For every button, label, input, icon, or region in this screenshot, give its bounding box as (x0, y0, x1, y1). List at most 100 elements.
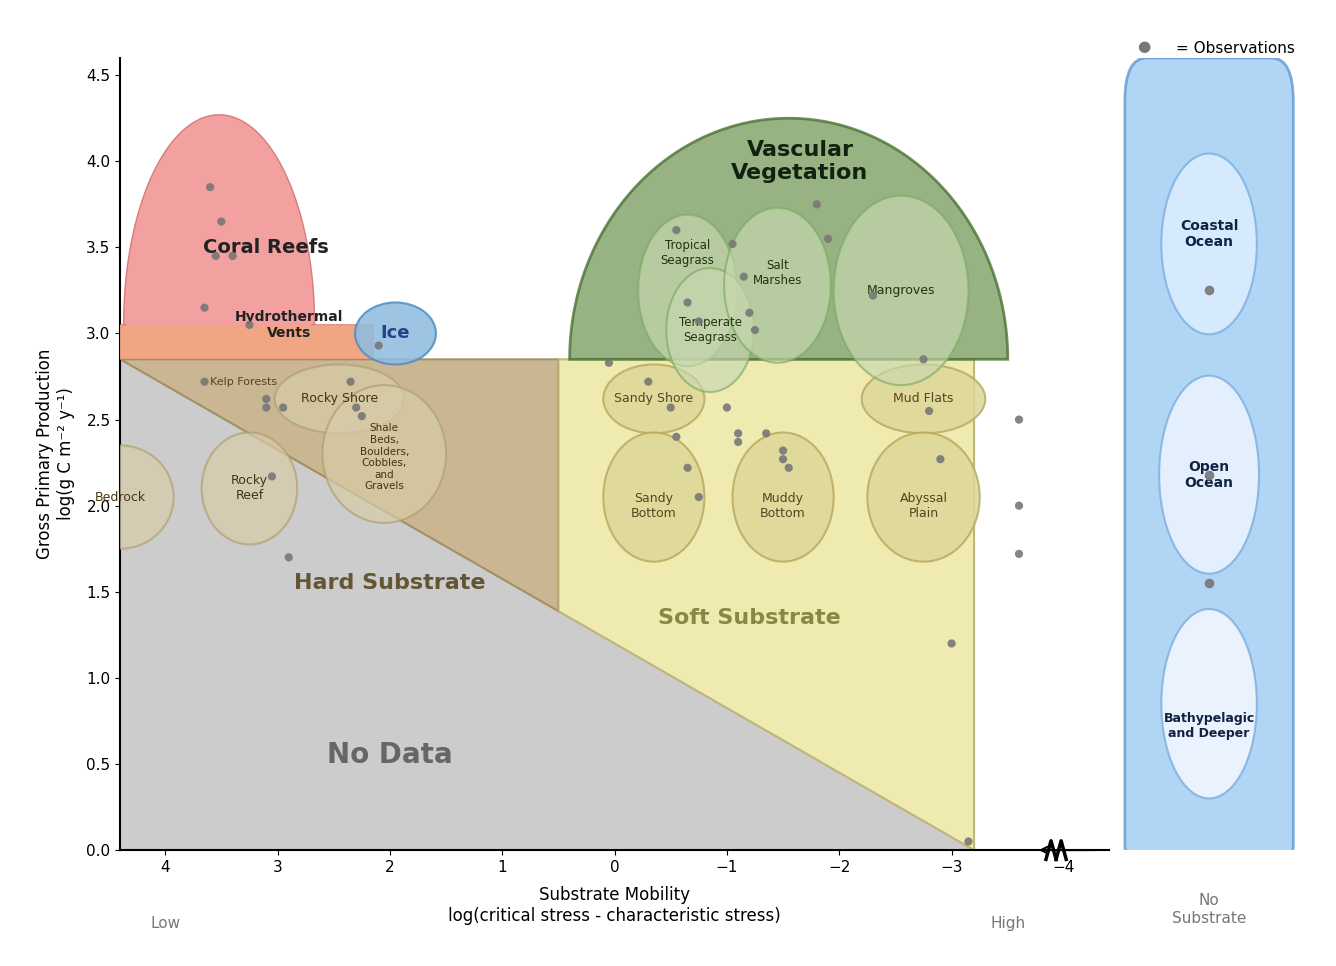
Polygon shape (120, 359, 558, 611)
FancyBboxPatch shape (1125, 58, 1293, 885)
Ellipse shape (834, 196, 969, 385)
Text: Temperate
Seagrass: Temperate Seagrass (679, 316, 741, 344)
Point (637, 374, 659, 389)
Text: Low: Low (150, 916, 180, 930)
Text: ●: ● (1137, 39, 1150, 54)
Text: Rocky Shore: Rocky Shore (301, 392, 378, 406)
Text: Open
Ocean: Open Ocean (1185, 460, 1233, 490)
Point (665, 222, 687, 238)
Text: No Data: No Data (327, 741, 453, 769)
Point (688, 314, 709, 329)
Point (688, 490, 709, 505)
Point (930, 451, 951, 467)
Text: Ice: Ice (381, 325, 410, 343)
Point (1009, 497, 1030, 513)
Ellipse shape (867, 433, 979, 561)
Text: Coral Reefs: Coral Reefs (203, 238, 329, 257)
Point (733, 269, 755, 284)
Point (1009, 412, 1030, 427)
Point (677, 295, 699, 310)
Point (716, 400, 737, 415)
Ellipse shape (202, 433, 297, 545)
Point (772, 442, 794, 458)
Point (351, 409, 373, 424)
Ellipse shape (604, 364, 704, 434)
Text: High: High (990, 916, 1025, 930)
Point (255, 391, 277, 407)
Point (255, 400, 277, 415)
Point (665, 429, 687, 444)
Ellipse shape (1161, 154, 1257, 334)
Point (862, 288, 883, 303)
Ellipse shape (667, 268, 754, 392)
Point (194, 374, 215, 389)
Point (1198, 576, 1220, 591)
Point (727, 435, 748, 450)
Point (721, 237, 743, 252)
Point (239, 317, 261, 332)
Text: No
Substrate: No Substrate (1172, 894, 1246, 925)
Ellipse shape (732, 433, 834, 561)
Text: Mud Flats: Mud Flats (894, 392, 954, 406)
Polygon shape (120, 115, 373, 359)
Text: Hydrothermal
Vents: Hydrothermal Vents (235, 310, 343, 340)
Text: Coastal
Ocean: Coastal Ocean (1180, 218, 1238, 248)
Ellipse shape (67, 445, 174, 549)
Point (1009, 546, 1030, 561)
Point (958, 834, 979, 849)
Point (1198, 467, 1220, 482)
Point (677, 460, 699, 475)
Point (744, 323, 766, 338)
Ellipse shape (1161, 609, 1257, 799)
Text: Muddy
Bottom: Muddy Bottom (760, 492, 806, 520)
Point (941, 636, 962, 651)
Point (367, 338, 389, 354)
Text: Vascular
Vegetation: Vascular Vegetation (731, 140, 868, 183)
Point (918, 403, 939, 418)
Point (806, 197, 827, 213)
Point (273, 400, 294, 415)
Text: Kelp Forests: Kelp Forests (210, 377, 278, 386)
Y-axis label: Gross Primary Production
log(g C m⁻² y⁻¹): Gross Primary Production log(g C m⁻² y⁻¹… (36, 349, 75, 559)
Point (912, 352, 934, 367)
Ellipse shape (862, 364, 985, 434)
Ellipse shape (275, 364, 403, 434)
Ellipse shape (639, 214, 737, 366)
Point (772, 451, 794, 467)
Polygon shape (120, 325, 373, 359)
Ellipse shape (724, 208, 831, 363)
Point (727, 426, 748, 441)
Text: Tropical
Seagrass: Tropical Seagrass (660, 239, 715, 267)
Polygon shape (120, 359, 974, 850)
Text: Rocky
Reef: Rocky Reef (231, 474, 269, 502)
Point (199, 180, 220, 195)
Point (211, 213, 232, 229)
Point (660, 400, 681, 415)
Text: Abyssal
Plain: Abyssal Plain (899, 492, 947, 520)
Text: = Observations: = Observations (1176, 41, 1295, 56)
Ellipse shape (322, 385, 446, 523)
Point (346, 400, 367, 415)
Polygon shape (569, 118, 1007, 359)
Text: Sandy Shore: Sandy Shore (615, 392, 693, 406)
Text: Sandy
Bottom: Sandy Bottom (631, 492, 677, 520)
Point (278, 550, 299, 565)
Text: Salt
Marshes: Salt Marshes (752, 259, 802, 287)
Point (818, 231, 839, 246)
Text: Shale
Beds,
Boulders,
Cobbles,
and
Gravels: Shale Beds, Boulders, Cobbles, and Grave… (359, 423, 409, 492)
Point (778, 460, 799, 475)
Text: Soft Substrate: Soft Substrate (659, 608, 840, 628)
Text: Bathypelagic
and Deeper: Bathypelagic and Deeper (1164, 712, 1255, 740)
Ellipse shape (355, 302, 436, 364)
Ellipse shape (604, 433, 704, 561)
X-axis label: Substrate Mobility
log(critical stress - characteristic stress): Substrate Mobility log(critical stress -… (448, 886, 782, 924)
Point (756, 426, 778, 441)
Point (262, 469, 283, 484)
Point (194, 299, 215, 315)
Text: Hard Substrate: Hard Substrate (294, 573, 485, 593)
Point (1198, 283, 1220, 298)
Point (739, 305, 760, 321)
Point (339, 374, 361, 389)
Point (222, 248, 243, 264)
Point (599, 355, 620, 371)
